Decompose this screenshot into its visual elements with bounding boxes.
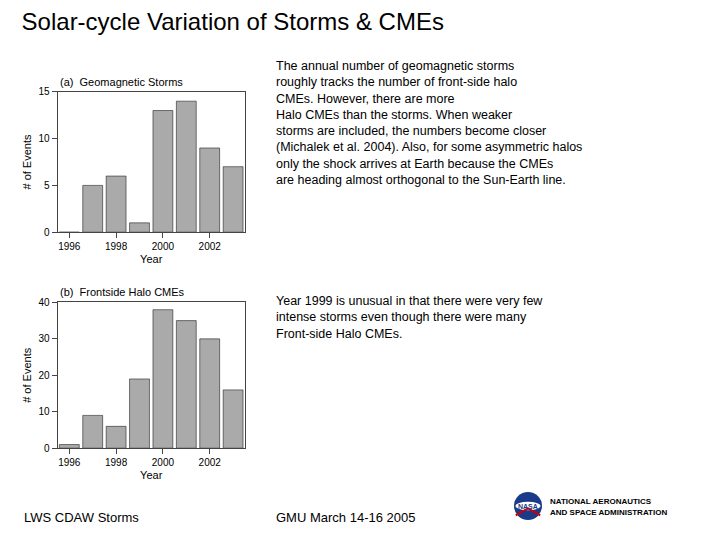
svg-text:GMU March 14-16 2005: GMU March 14-16 2005 bbox=[276, 510, 415, 525]
svg-text:2000: 2000 bbox=[152, 241, 175, 252]
svg-text:15: 15 bbox=[38, 86, 50, 97]
svg-text:# of Events: # of Events bbox=[21, 347, 33, 403]
svg-text:2002: 2002 bbox=[199, 241, 222, 252]
svg-text:LWS CDAW Storms: LWS CDAW Storms bbox=[24, 510, 139, 525]
svg-text:2000: 2000 bbox=[152, 457, 175, 468]
svg-text:NASA: NASA bbox=[518, 503, 538, 510]
svg-text:1998: 1998 bbox=[105, 457, 128, 468]
svg-text:20: 20 bbox=[38, 370, 50, 381]
svg-text:Year 1999 is unusual in that t: Year 1999 is unusual in that there were … bbox=[276, 294, 543, 341]
svg-text:Year: Year bbox=[140, 253, 163, 265]
svg-text:Solar-cycle Variation of Storm: Solar-cycle Variation of Storms & CMEs bbox=[22, 8, 444, 35]
svg-text:40: 40 bbox=[38, 297, 50, 308]
svg-text:AND SPACE ADMINISTRATION: AND SPACE ADMINISTRATION bbox=[550, 508, 667, 517]
svg-text:2002: 2002 bbox=[199, 457, 222, 468]
svg-text:10: 10 bbox=[38, 133, 50, 144]
svg-text:The annual number of geomagnet: The annual number of geomagnetic stormsr… bbox=[276, 59, 582, 187]
svg-text:0: 0 bbox=[44, 227, 50, 238]
svg-text:Year: Year bbox=[140, 469, 163, 481]
svg-text:0: 0 bbox=[44, 443, 50, 454]
svg-text:1996: 1996 bbox=[58, 241, 81, 252]
svg-text:5: 5 bbox=[44, 180, 50, 191]
svg-text:1998: 1998 bbox=[105, 241, 128, 252]
svg-text:10: 10 bbox=[38, 406, 50, 417]
svg-text:1996: 1996 bbox=[58, 457, 81, 468]
svg-text:# of Events: # of Events bbox=[21, 134, 33, 190]
svg-text:(b) Frontside Halo CMEs: (b) Frontside Halo CMEs bbox=[60, 286, 185, 298]
svg-text:30: 30 bbox=[38, 333, 50, 344]
svg-text:NATIONAL AERONAUTICS: NATIONAL AERONAUTICS bbox=[550, 497, 652, 506]
svg-text:(a) Geomagnetic Storms: (a) Geomagnetic Storms bbox=[60, 76, 183, 88]
